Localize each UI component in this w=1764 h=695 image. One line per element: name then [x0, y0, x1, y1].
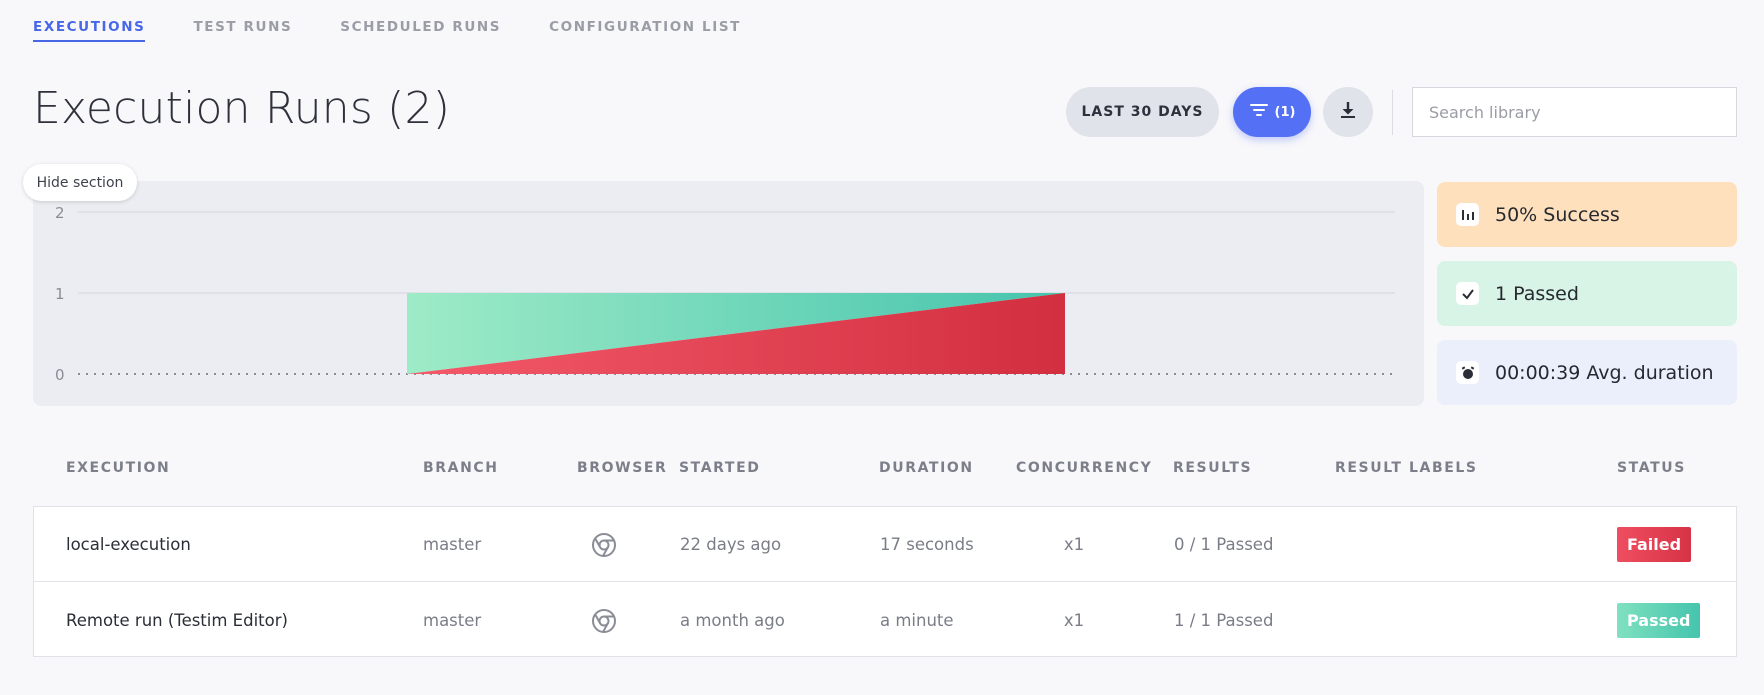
header-results[interactable]: RESULTS [1173, 460, 1253, 476]
execution-name[interactable]: Remote run (Testim Editor) [66, 611, 288, 630]
stopwatch-icon [1456, 361, 1479, 384]
chart-panel: 2 1 0 [33, 181, 1424, 406]
header-browser[interactable]: BROWSER [577, 460, 668, 476]
passed-count-card: 1 Passed [1437, 261, 1737, 326]
top-tabs: EXECUTIONS TEST RUNS SCHEDULED RUNS CONF… [33, 0, 741, 44]
table-row[interactable]: local-execution master 22 days ago 17 se… [34, 507, 1736, 582]
chart: 2 1 0 [55, 204, 1395, 384]
y-tick-1: 1 [55, 285, 65, 303]
header-concurrency[interactable]: CONCURRENCY [1016, 460, 1153, 476]
download-button[interactable] [1323, 87, 1373, 137]
executions-table: local-execution master 22 days ago 17 se… [33, 506, 1737, 657]
header-status[interactable]: STATUS [1617, 460, 1686, 476]
started-cell: a month ago [680, 611, 785, 630]
status-badge: Failed [1617, 527, 1692, 562]
success-rate-text: 50% Success [1495, 203, 1620, 226]
branch-cell: master [423, 611, 482, 630]
header-started[interactable]: STARTED [679, 460, 761, 476]
y-tick-0: 0 [55, 366, 65, 384]
results-cell: 0 / 1 Passed [1174, 535, 1274, 554]
page-title: Execution Runs (2) [33, 83, 451, 134]
filter-icon [1249, 102, 1269, 122]
results-cell: 1 / 1 Passed [1174, 611, 1274, 630]
status-cell: Failed [1617, 507, 1692, 582]
branch-cell: master [423, 535, 482, 554]
header-branch[interactable]: BRANCH [423, 460, 499, 476]
concurrency-cell: x1 [1063, 535, 1085, 554]
table-row[interactable]: Remote run (Testim Editor) master a mont… [34, 583, 1736, 658]
header-result-labels[interactable]: RESULT LABELS [1335, 460, 1478, 476]
status-badge: Passed [1617, 603, 1701, 638]
duration-cell: a minute [880, 611, 954, 630]
hide-section-button[interactable]: Hide section [23, 164, 137, 201]
download-icon [1339, 101, 1357, 123]
check-icon [1456, 282, 1479, 305]
chrome-icon [584, 507, 624, 582]
header-duration[interactable]: DURATION [879, 460, 974, 476]
filter-button[interactable]: (1) [1233, 87, 1311, 137]
filter-count: (1) [1274, 104, 1296, 120]
tab-test-runs[interactable]: TEST RUNS [193, 19, 293, 35]
avg-duration-card: 00:00:39 Avg. duration [1437, 340, 1737, 405]
avg-duration-text: 00:00:39 Avg. duration [1495, 361, 1714, 384]
status-cell: Passed [1617, 583, 1701, 658]
failed-area [407, 293, 1065, 374]
execution-name[interactable]: local-execution [66, 535, 191, 554]
chrome-icon [584, 583, 624, 658]
success-rate-card: 50% Success [1437, 182, 1737, 247]
tab-scheduled-runs[interactable]: SCHEDULED RUNS [340, 19, 502, 35]
passed-count-text: 1 Passed [1495, 282, 1579, 305]
duration-cell: 17 seconds [880, 535, 974, 554]
search-input[interactable] [1412, 87, 1737, 137]
y-tick-2: 2 [55, 204, 65, 222]
started-cell: 22 days ago [680, 535, 782, 554]
tab-executions[interactable]: EXECUTIONS [33, 0, 146, 42]
bar-chart-icon [1456, 203, 1479, 226]
header-execution[interactable]: EXECUTION [66, 460, 171, 476]
concurrency-cell: x1 [1063, 611, 1085, 630]
tab-configuration-list[interactable]: CONFIGURATION LIST [549, 19, 741, 35]
date-range-button[interactable]: LAST 30 DAYS [1066, 87, 1219, 137]
toolbar-divider [1392, 90, 1393, 135]
